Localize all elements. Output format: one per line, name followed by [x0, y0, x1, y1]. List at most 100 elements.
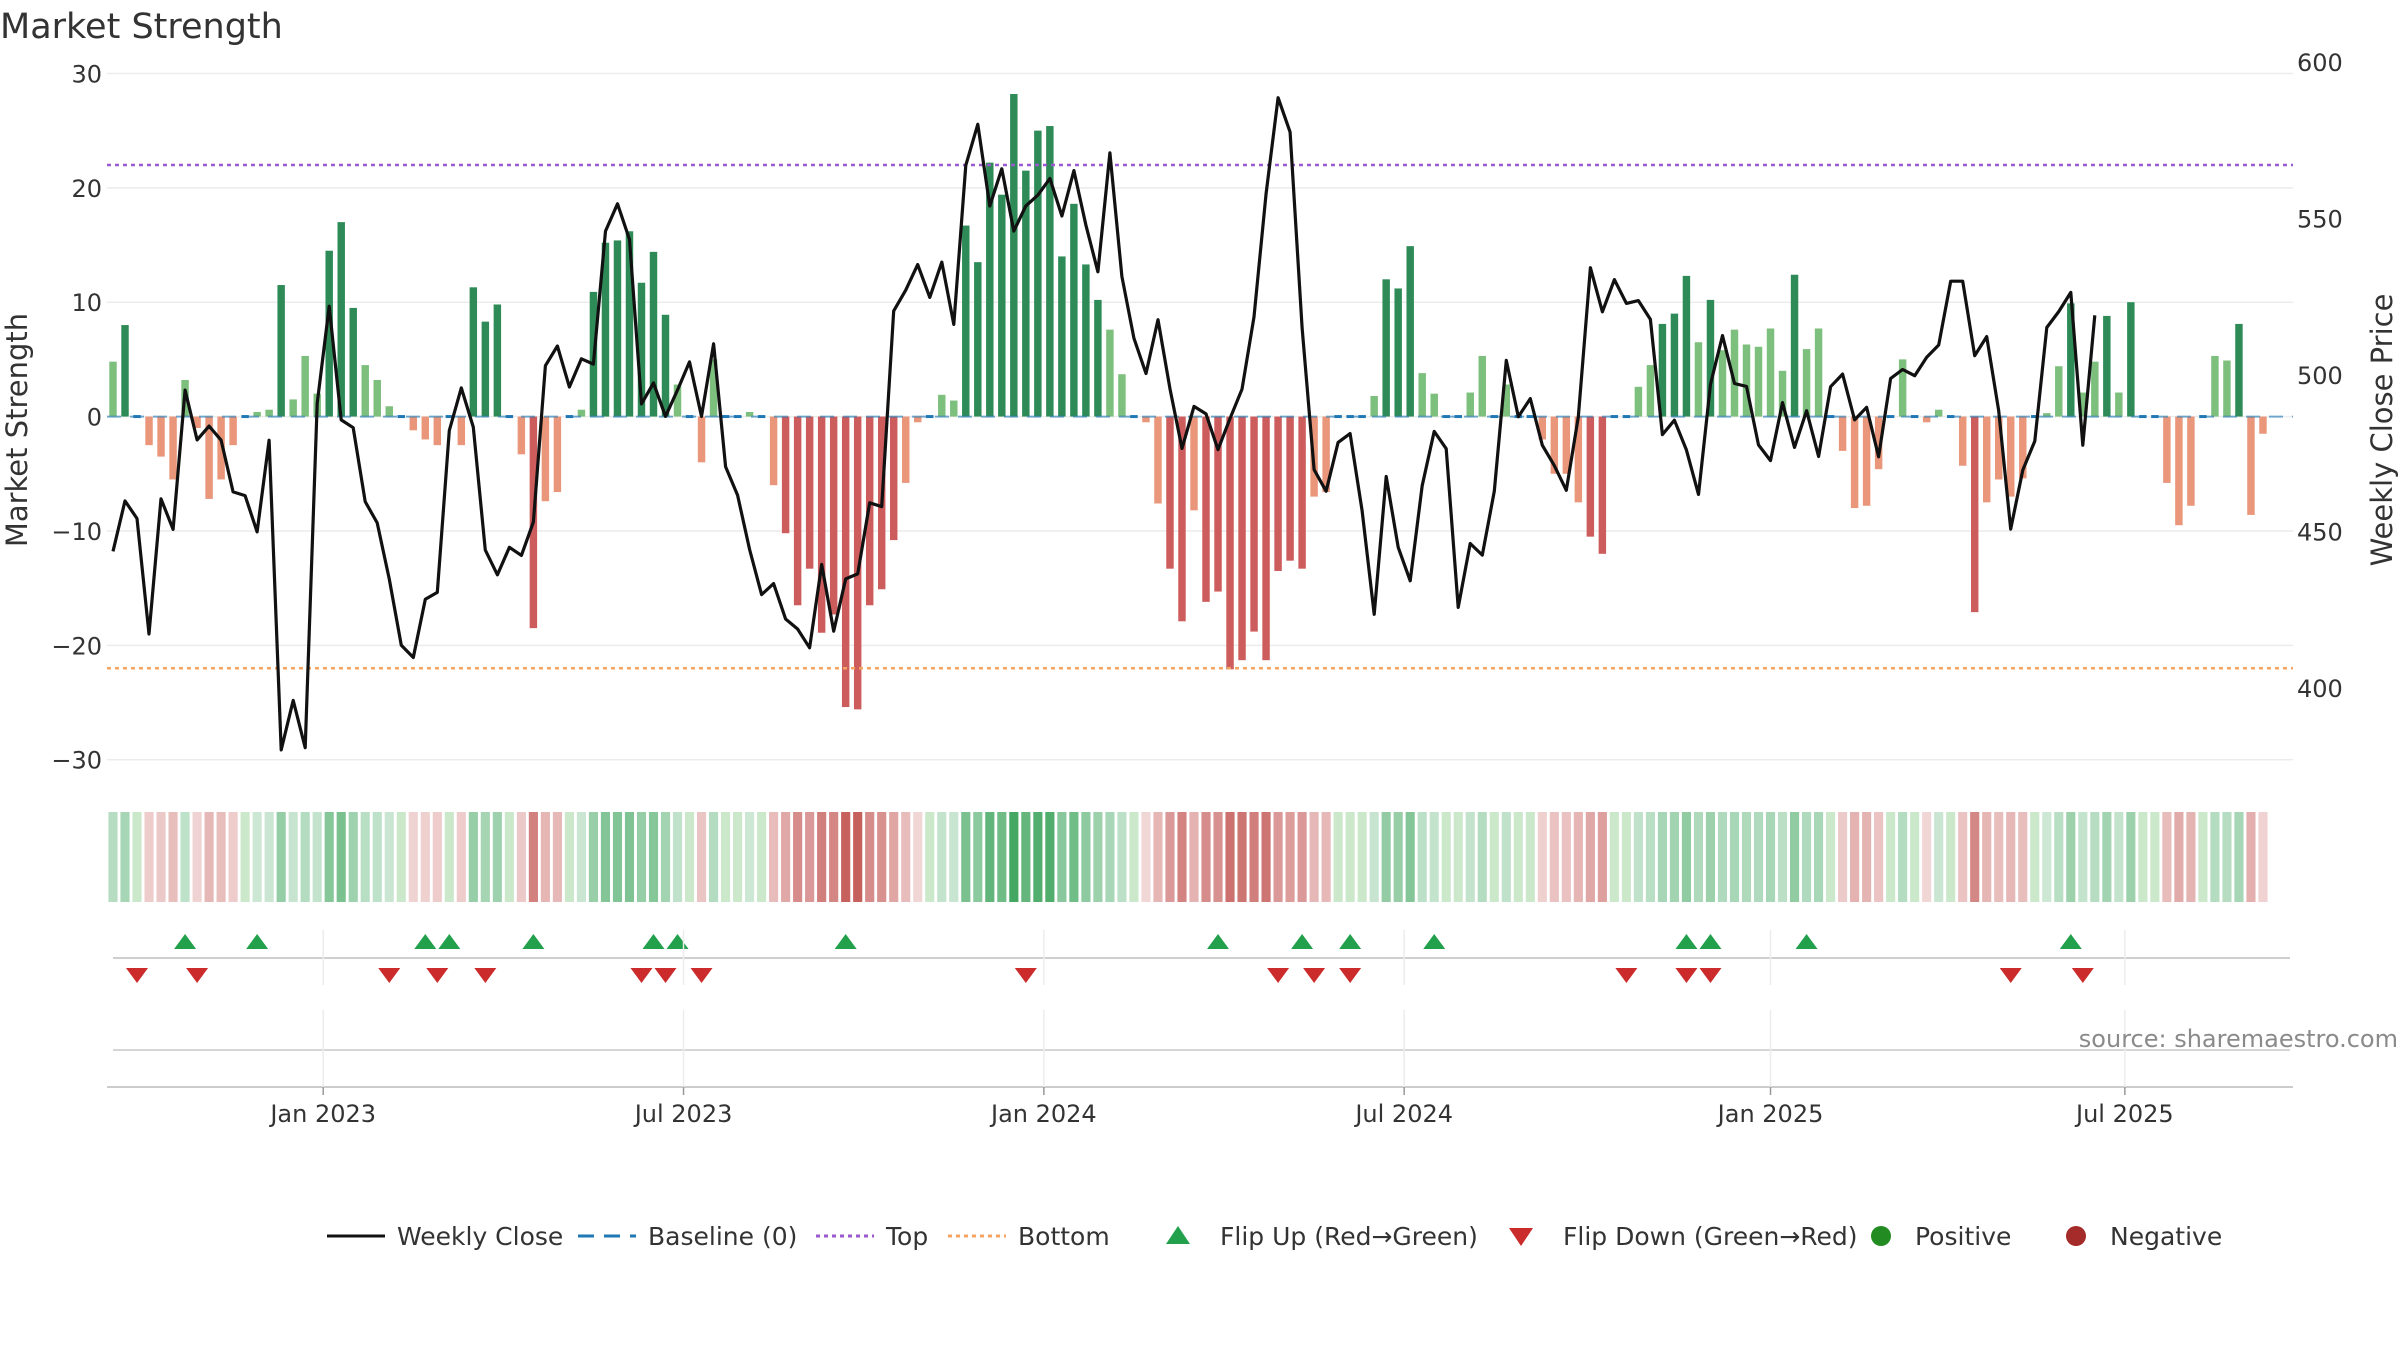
strip-cell: [961, 812, 971, 902]
flip-down-marker: [1014, 968, 1037, 983]
strength-bar: [229, 416, 237, 446]
strength-bar: [2163, 416, 2171, 483]
strip-cell: [228, 812, 238, 902]
strip-cell: [1201, 812, 1211, 902]
strip-cell: [1297, 812, 1307, 902]
strength-bar: [193, 416, 201, 428]
strip-cell: [600, 812, 611, 902]
strip-cell: [1765, 812, 1776, 902]
flip-down-marker: [186, 968, 209, 983]
strip-cell: [156, 812, 166, 902]
strip-cell: [1081, 812, 1091, 902]
strength-bar: [1226, 416, 1234, 670]
strength-bar: [1550, 416, 1559, 474]
strip-cell: [1789, 812, 1800, 902]
strength-bar: [1562, 416, 1571, 474]
strength-bar: [469, 287, 478, 417]
strength-bar: [902, 416, 910, 483]
strip-cell: [660, 812, 671, 902]
strip-cell: [2198, 812, 2208, 902]
strip-cell: [2222, 812, 2232, 902]
flip-up-marker: [414, 934, 437, 949]
left-tick-label: 10: [71, 289, 102, 317]
strip-cell: [949, 812, 959, 902]
strength-bar: [433, 416, 442, 446]
strength-bar: [1094, 299, 1102, 417]
strength-bar: [493, 304, 502, 417]
strength-bar: [169, 416, 177, 480]
strip-cell: [1141, 812, 1151, 902]
strip-cell: [432, 812, 442, 902]
strength-bar: [205, 416, 213, 499]
strip-cell: [1741, 812, 1752, 902]
strip-cell: [480, 812, 490, 902]
flip-up-marker: [246, 934, 269, 949]
strip-cell: [540, 812, 550, 902]
flip-down-marker: [1699, 968, 1722, 983]
strip-cell: [853, 812, 863, 902]
strip-cell: [264, 812, 274, 902]
strength-bar: [829, 416, 838, 615]
strength-bar: [1406, 246, 1414, 417]
strip-cell: [1321, 812, 1331, 902]
strength-bar: [1598, 416, 1607, 554]
strength-bar: [2019, 416, 2027, 479]
strip-cell: [805, 812, 815, 902]
strength-bar: [1718, 350, 1727, 417]
strength-bar: [457, 416, 466, 446]
strength-bars: [109, 94, 2267, 710]
strength-bar: [1418, 373, 1426, 417]
flip-up-marker: [1339, 934, 1362, 949]
strength-bar: [1430, 393, 1438, 417]
strip-cell: [1237, 812, 1247, 902]
strip-cell: [1573, 812, 1583, 902]
strip-cell: [1129, 812, 1139, 902]
strip-cell: [901, 812, 911, 902]
strip-cell: [2114, 812, 2124, 902]
strength-bar: [1262, 416, 1270, 661]
legend-label: Top: [885, 1222, 928, 1251]
strength-bar: [2103, 315, 2111, 417]
strength-bar: [721, 415, 730, 419]
strength-bar: [1202, 416, 1210, 602]
strip-cell: [841, 812, 851, 902]
strength-bar: [277, 285, 285, 417]
x-tick-label: Jul 2023: [633, 1100, 733, 1128]
strength-bar: [2211, 355, 2219, 417]
strength-bar: [1646, 365, 1655, 417]
strip-cell: [240, 812, 250, 902]
strength-bar: [2031, 415, 2039, 419]
strip-cell: [1874, 812, 1884, 902]
legend-label: Bottom: [1018, 1222, 1110, 1251]
strength-bar: [986, 162, 994, 417]
strength-bar: [745, 411, 754, 417]
right-tick-label: 500: [2297, 362, 2343, 390]
strip-cell: [2126, 812, 2136, 902]
strip-cell: [1934, 812, 1944, 902]
strip-cell: [2234, 812, 2244, 902]
strength-bar: [613, 240, 622, 417]
strip-cell: [1285, 812, 1295, 902]
strength-bar: [1286, 416, 1294, 561]
strip-cell: [1273, 812, 1283, 902]
strip-cell: [1801, 812, 1812, 902]
right-tick-label: 600: [2297, 49, 2343, 77]
strength-bar: [1034, 130, 1042, 417]
strip-cell: [1705, 812, 1716, 902]
strip-cell: [2138, 812, 2148, 902]
strength-bar: [1814, 328, 1823, 417]
strip-cell: [1777, 812, 1788, 902]
strip-cell: [889, 812, 899, 902]
right-tick-label: 550: [2297, 206, 2343, 234]
strip-cell: [1369, 812, 1379, 902]
strip-cell: [528, 812, 538, 902]
strength-bar: [637, 282, 646, 417]
strength-bar: [2259, 416, 2267, 434]
strip-cell: [1814, 812, 1824, 902]
strength-bar: [793, 416, 802, 606]
strength-bar: [517, 416, 526, 455]
strength-bar: [769, 416, 778, 486]
strip-cell: [288, 812, 298, 902]
strip-cell: [384, 812, 394, 902]
flip-up-marker: [438, 934, 461, 949]
